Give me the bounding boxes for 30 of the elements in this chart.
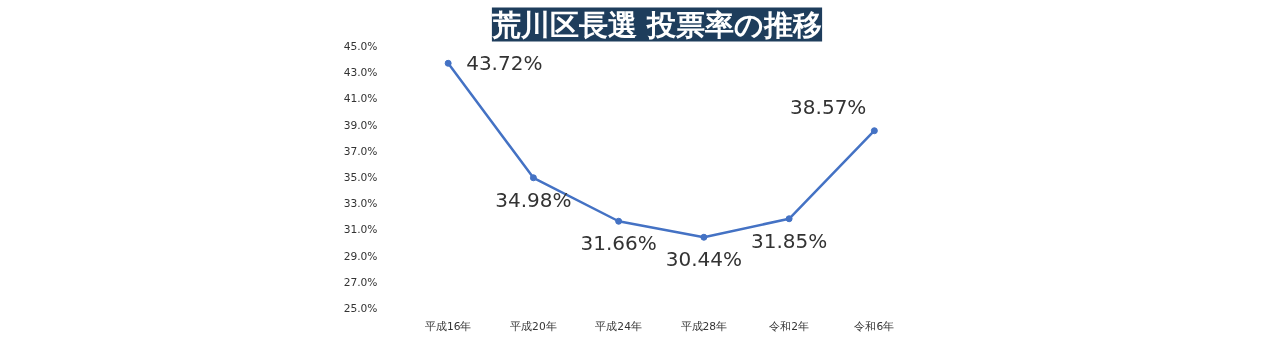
- y-tick-label: 37.0%: [343, 144, 378, 158]
- data-label: 38.57%: [790, 94, 867, 119]
- data-label: 31.66%: [580, 231, 657, 256]
- x-tick-label: 平成20年: [510, 319, 557, 333]
- point: [444, 59, 452, 67]
- data-label: 34.98%: [495, 187, 572, 212]
- y-tick-label: 39.0%: [343, 118, 378, 132]
- data-label: 43.72%: [466, 51, 543, 76]
- data-label: 31.85%: [750, 228, 828, 253]
- chart-title: 荒川区長選 投票率の推移: [490, 7, 823, 42]
- y-tick-label: 29.0%: [343, 249, 378, 263]
- y-tick-label: 45.0%: [343, 40, 378, 53]
- y-tick-label: 25.0%: [343, 302, 378, 315]
- point: [870, 127, 878, 135]
- point: [529, 174, 537, 182]
- point: [700, 233, 708, 241]
- y-tick-label: 33.0%: [343, 197, 378, 211]
- y-tick-label: 31.0%: [343, 223, 378, 237]
- x-tick-label: 令和6年: [854, 319, 895, 333]
- y-tick-label: 35.0%: [343, 171, 378, 184]
- x-tick-label: 平成28年: [680, 319, 728, 333]
- x-tick-label: 平成24年: [595, 319, 642, 333]
- x-tick-label: 平成16年: [424, 319, 472, 333]
- x-tick-label: 令和2年: [769, 319, 810, 333]
- data-label: 30.44%: [665, 247, 743, 272]
- y-tick-label: 27.0%: [343, 275, 378, 289]
- y-tick-label: 41.0%: [343, 92, 378, 106]
- point: [785, 215, 793, 223]
- point: [615, 217, 623, 225]
- y-tick-label: 43.0%: [343, 66, 378, 80]
